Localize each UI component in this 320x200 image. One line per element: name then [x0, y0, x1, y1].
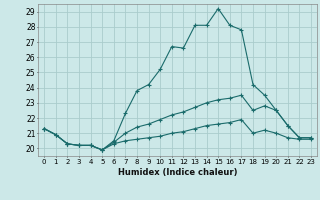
- X-axis label: Humidex (Indice chaleur): Humidex (Indice chaleur): [118, 168, 237, 177]
